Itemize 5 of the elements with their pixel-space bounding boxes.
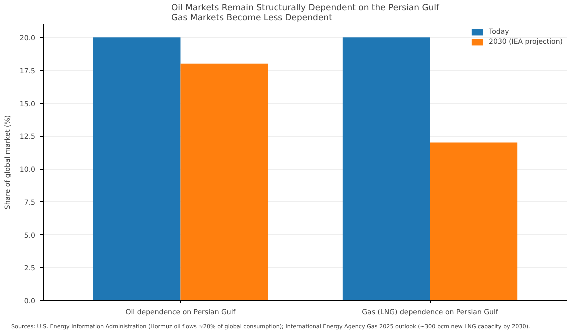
bar — [180, 64, 268, 300]
bar — [93, 38, 181, 300]
bar — [430, 142, 518, 300]
bar — [342, 38, 430, 300]
chart-title: Oil Markets Remain Structurally Dependent on the Persian Gulf Gas Markets Become Less Dependent — [171, 4, 441, 24]
